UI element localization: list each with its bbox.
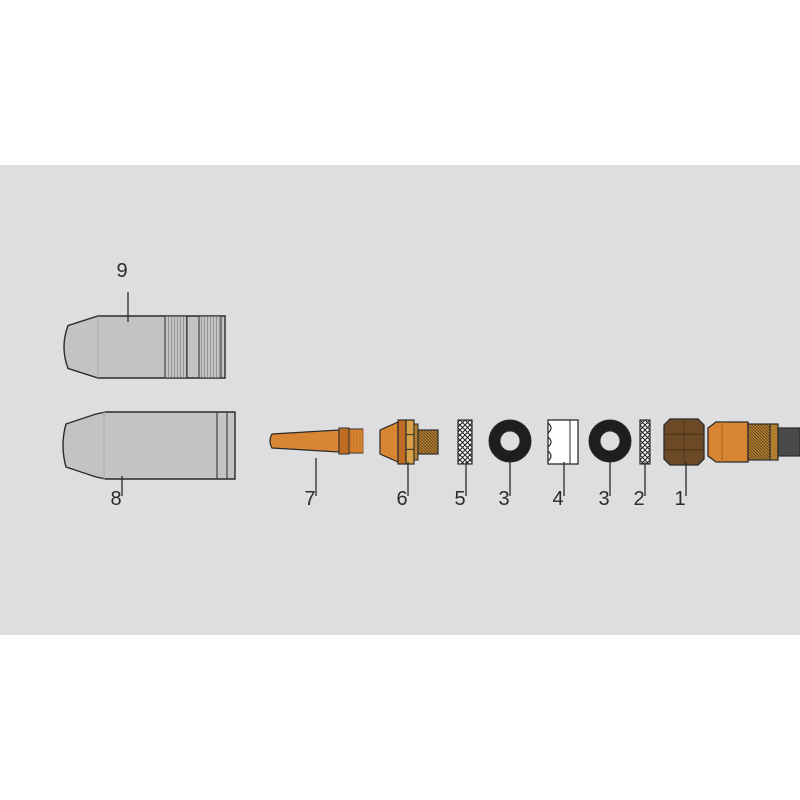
part-5-diffuser bbox=[458, 420, 472, 464]
label-diffuser5: 5 bbox=[450, 488, 470, 511]
part-3-oring-b bbox=[589, 420, 631, 462]
label-nut1: 1 bbox=[670, 488, 690, 511]
part-8-nozzle bbox=[63, 412, 235, 479]
label-tip7: 7 bbox=[300, 488, 320, 511]
connector-assembly bbox=[708, 422, 800, 462]
label-insulator4: 4 bbox=[548, 488, 568, 511]
label-nozzle9: 9 bbox=[112, 260, 132, 283]
label-oring3b: 3 bbox=[594, 488, 614, 511]
label-holder6: 6 bbox=[392, 488, 412, 511]
part-7-tip bbox=[270, 430, 339, 452]
label-gasket2: 2 bbox=[629, 488, 649, 511]
background-panel bbox=[0, 165, 800, 635]
part-2-gasket bbox=[640, 420, 650, 464]
part-4-insulator bbox=[548, 420, 578, 464]
cable bbox=[778, 428, 800, 456]
diagram-svg bbox=[0, 0, 800, 800]
label-nozzle8: 8 bbox=[106, 488, 126, 511]
label-oring3a: 3 bbox=[494, 488, 514, 511]
part-3-oring-a bbox=[489, 420, 531, 462]
part-1-nut bbox=[664, 419, 704, 465]
